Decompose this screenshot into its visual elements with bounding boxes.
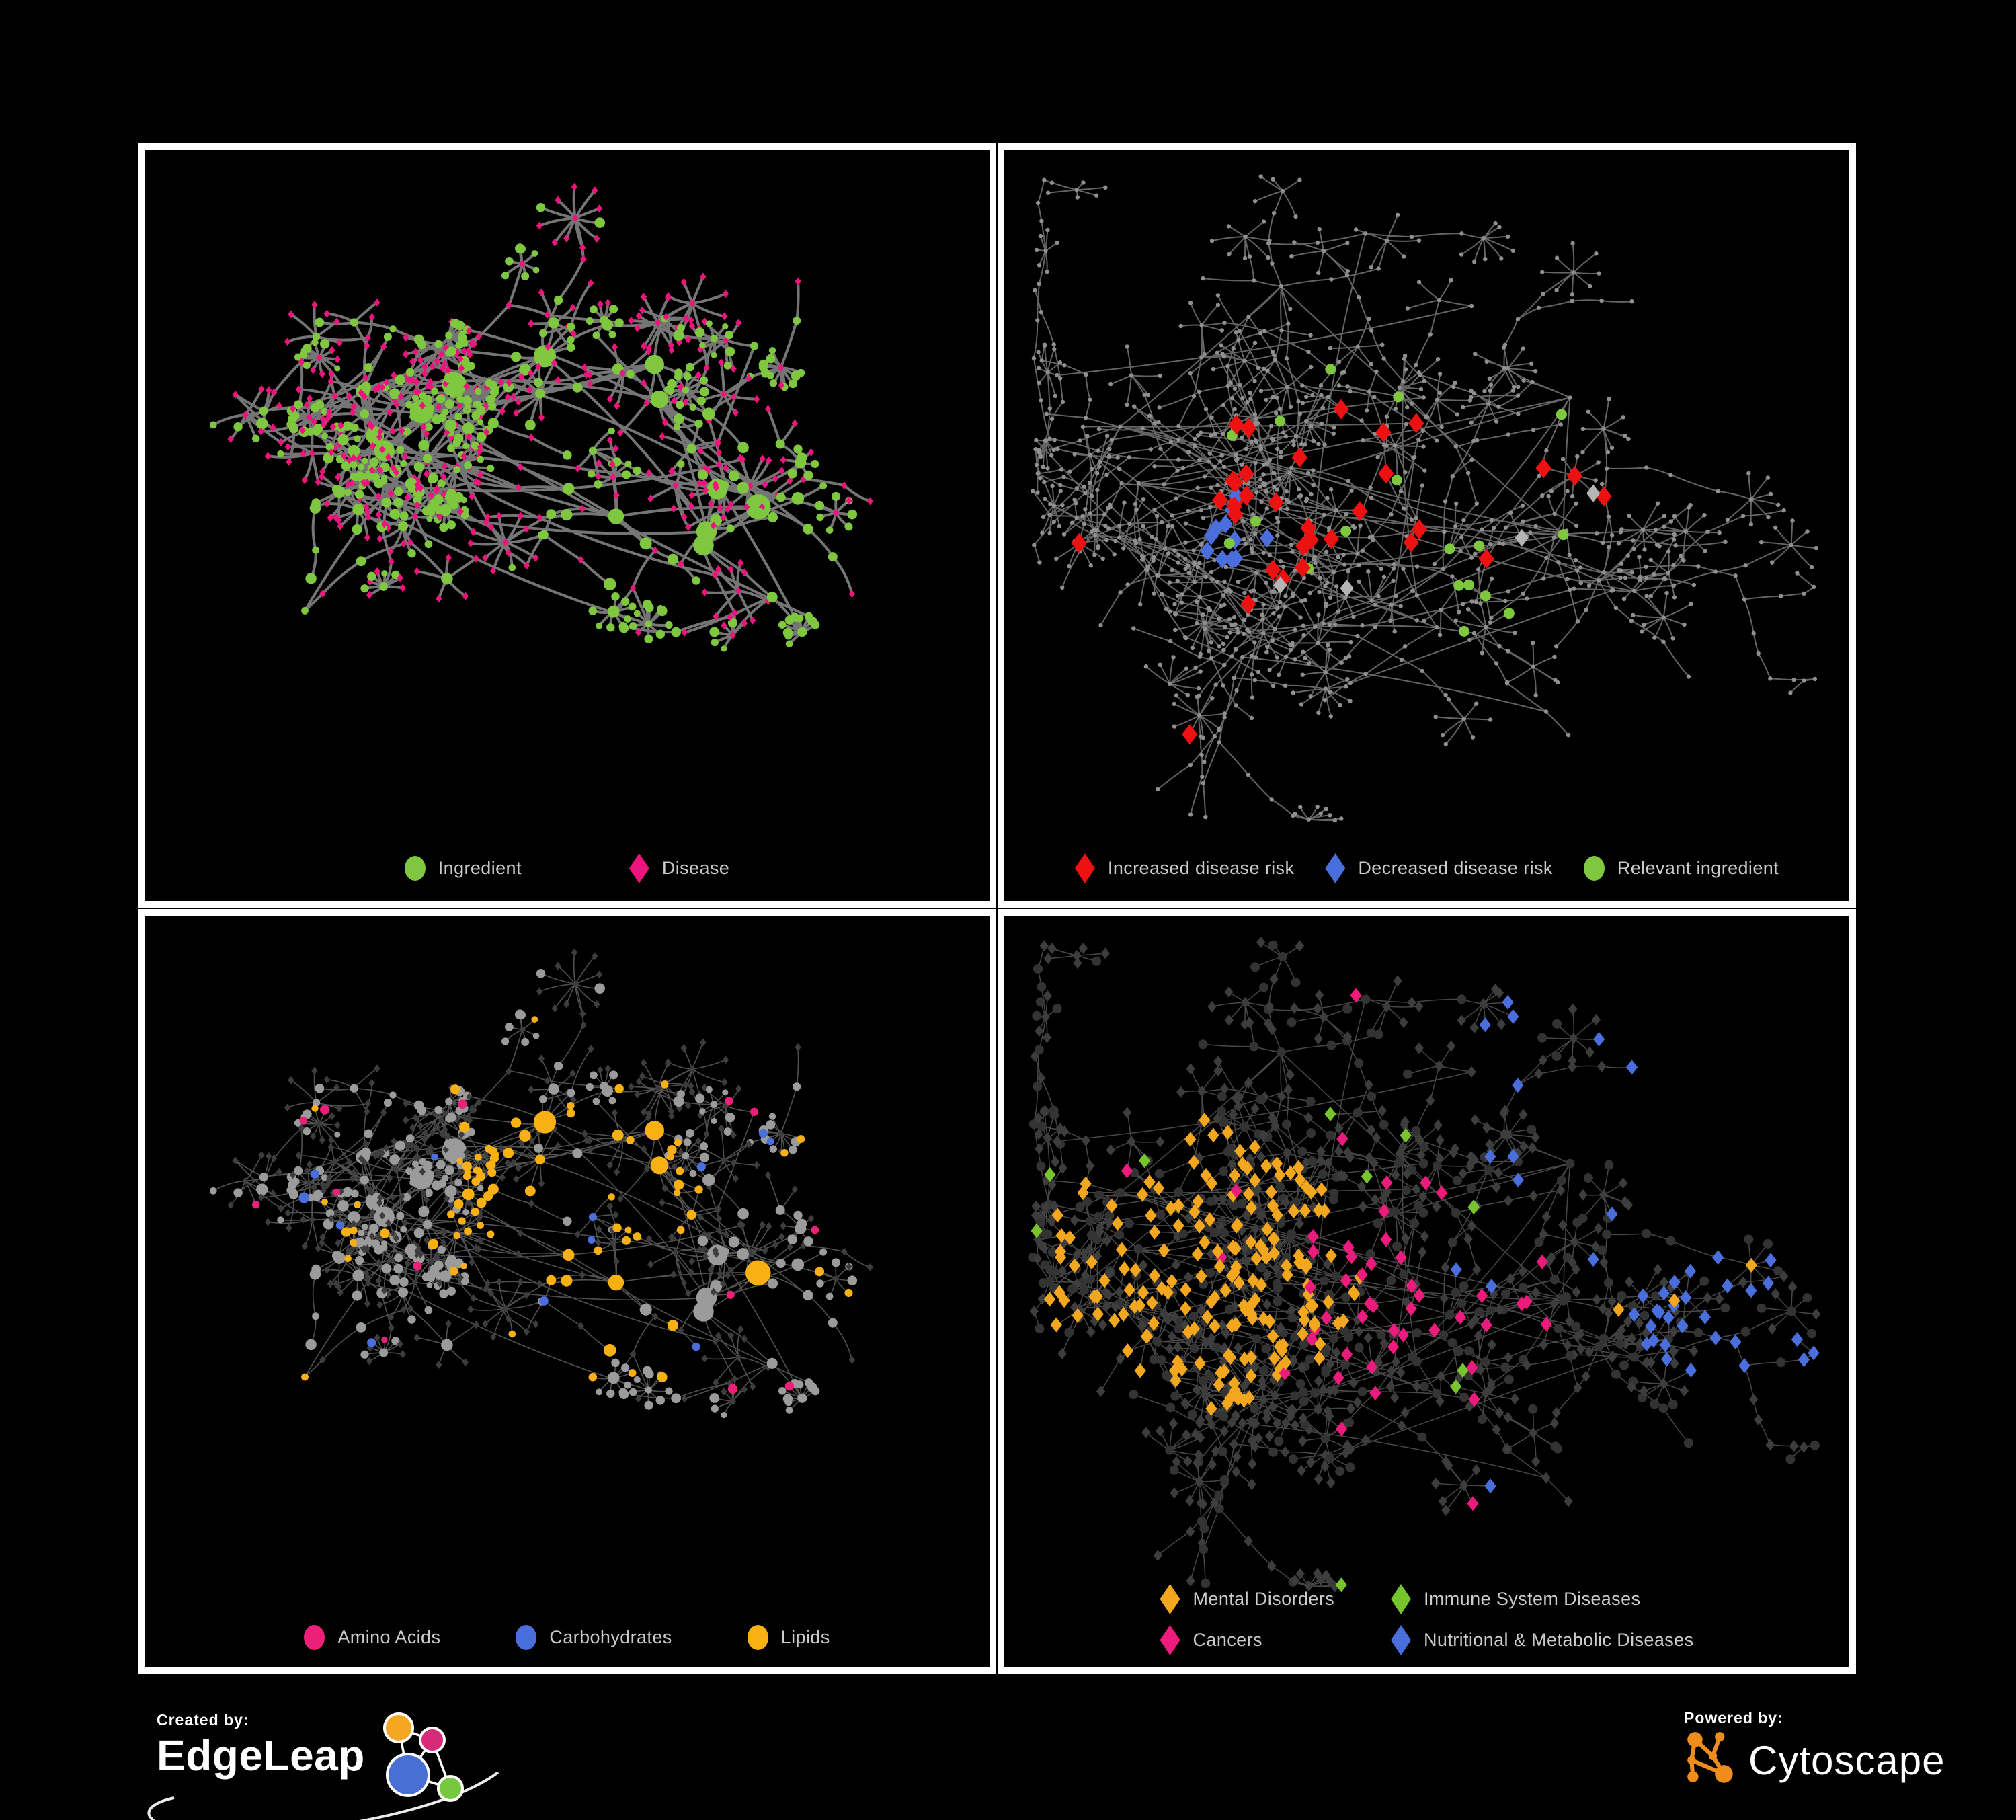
disease-diamond-swatch — [629, 853, 649, 883]
relevant-ingredient-circle-swatch — [1583, 856, 1605, 881]
immune-diseases-diamond-swatch — [1391, 1584, 1411, 1614]
increased-risk-diamond-swatch — [1074, 853, 1095, 883]
legend-label: Carbohydrates — [549, 1627, 672, 1647]
legend-label: Amino Acids — [337, 1627, 441, 1647]
legend-item-lipids: Lipids — [747, 1625, 830, 1650]
cytoscape-brand-row: Cytoscape — [1684, 1730, 1945, 1790]
panel-disease-classes: Mental Disorders Immune System Diseases … — [998, 909, 1856, 1674]
legend-ingredient-disease: Ingredient Disease — [145, 853, 990, 883]
disease-class-network-graph — [1028, 937, 1821, 1593]
legend-item-decreased-risk: Decreased disease risk — [1325, 853, 1552, 883]
legend-label: Decreased disease risk — [1358, 858, 1553, 878]
legend-disease-risk: Increased disease risk Decreased disease… — [1004, 853, 1849, 883]
legend-item-mental-disorders: Mental Disorders — [1160, 1584, 1334, 1614]
nutrient-class-network-graph — [209, 948, 874, 1419]
legend-item-carbohydrates: Carbohydrates — [516, 1625, 672, 1650]
legend-label: Relevant ingredient — [1617, 858, 1779, 878]
created-by-block: Created by: EdgeLeap — [147, 1711, 499, 1820]
powered-by-block: Powered by: Cytoscape — [1684, 1709, 1945, 1790]
disease-risk-network-graph — [1031, 174, 1818, 823]
legend-item-relevant-ingredient: Relevant ingredient — [1583, 856, 1779, 881]
carbohydrates-circle-swatch — [516, 1625, 537, 1650]
legend-nutrient-classes: Amino Acids Carbohydrates Lipids — [145, 1625, 990, 1650]
legend-label: Cancers — [1193, 1630, 1262, 1650]
legend-label: Immune System Diseases — [1424, 1589, 1641, 1609]
legend-label: Mental Disorders — [1193, 1589, 1334, 1609]
legend-item-cancers: Cancers — [1160, 1625, 1334, 1655]
panel-grid: Ingredient Disease Increased disease ris… — [138, 143, 1856, 1674]
mental-disorders-diamond-swatch — [1160, 1584, 1180, 1614]
edgeleap-wordmark: EdgeLeap — [157, 1731, 365, 1780]
edgeleap-swoosh — [147, 1771, 499, 1820]
legend-disease-classes: Mental Disorders Immune System Diseases … — [1004, 1584, 1849, 1655]
legend-label: Nutritional & Metabolic Diseases — [1424, 1630, 1694, 1650]
ingredient-circle-swatch — [404, 856, 426, 881]
legend-item-ingredient: Ingredient — [404, 856, 522, 881]
amino-acids-circle-swatch — [304, 1625, 325, 1650]
panel-ingredient-disease: Ingredient Disease — [138, 143, 996, 908]
legend-item-amino-acids: Amino Acids — [304, 1625, 440, 1650]
cancers-diamond-swatch — [1160, 1625, 1180, 1655]
legend-label: Increased disease risk — [1107, 858, 1295, 878]
legend-label: Ingredient — [438, 858, 522, 878]
legend-item-disease: Disease — [629, 853, 729, 883]
ingredient-disease-network-graph — [209, 182, 874, 652]
cytoscape-logo-icon — [1687, 1732, 1733, 1783]
edgeleap-logo-icon — [382, 1712, 464, 1802]
panel-nutrient-classes: Amino Acids Carbohydrates Lipids — [138, 909, 996, 1674]
powered-by-label: Powered by: — [1684, 1709, 1783, 1727]
decreased-risk-diamond-swatch — [1325, 853, 1346, 883]
legend-item-metabolic-diseases: Nutritional & Metabolic Diseases — [1391, 1625, 1693, 1655]
legend-label: Disease — [661, 858, 730, 878]
lipids-circle-swatch — [747, 1625, 768, 1650]
edgeleap-brand-row: EdgeLeap — [147, 1712, 499, 1820]
cytoscape-wordmark: Cytoscape — [1748, 1737, 1945, 1783]
metabolic-diseases-diamond-swatch — [1391, 1625, 1411, 1655]
created-by-label: Created by: — [157, 1711, 249, 1729]
panel-disease-risk: Increased disease risk Decreased disease… — [998, 143, 1856, 908]
legend-item-immune-diseases: Immune System Diseases — [1391, 1584, 1693, 1614]
legend-label: Lipids — [780, 1627, 830, 1647]
legend-item-increased-risk: Increased disease risk — [1074, 853, 1295, 883]
